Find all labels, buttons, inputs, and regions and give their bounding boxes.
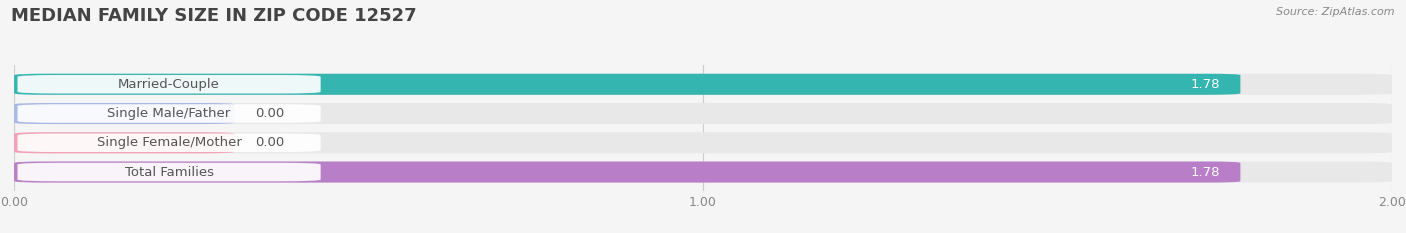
- FancyBboxPatch shape: [14, 161, 1240, 183]
- FancyBboxPatch shape: [14, 103, 1392, 124]
- Text: Single Female/Mother: Single Female/Mother: [97, 136, 242, 149]
- Text: Total Families: Total Families: [125, 165, 214, 178]
- FancyBboxPatch shape: [14, 74, 1240, 95]
- FancyBboxPatch shape: [14, 161, 1392, 183]
- Text: MEDIAN FAMILY SIZE IN ZIP CODE 12527: MEDIAN FAMILY SIZE IN ZIP CODE 12527: [11, 7, 416, 25]
- Text: 1.78: 1.78: [1191, 165, 1219, 178]
- FancyBboxPatch shape: [14, 132, 1392, 153]
- FancyBboxPatch shape: [17, 163, 321, 181]
- Text: Married-Couple: Married-Couple: [118, 78, 219, 91]
- FancyBboxPatch shape: [17, 75, 321, 93]
- Text: 0.00: 0.00: [256, 107, 284, 120]
- Text: 0.00: 0.00: [256, 136, 284, 149]
- Text: Single Male/Father: Single Male/Father: [107, 107, 231, 120]
- Text: Source: ZipAtlas.com: Source: ZipAtlas.com: [1277, 7, 1395, 17]
- FancyBboxPatch shape: [17, 104, 321, 123]
- FancyBboxPatch shape: [14, 132, 235, 153]
- FancyBboxPatch shape: [14, 74, 1392, 95]
- Text: 1.78: 1.78: [1191, 78, 1219, 91]
- FancyBboxPatch shape: [17, 134, 321, 152]
- FancyBboxPatch shape: [14, 103, 235, 124]
